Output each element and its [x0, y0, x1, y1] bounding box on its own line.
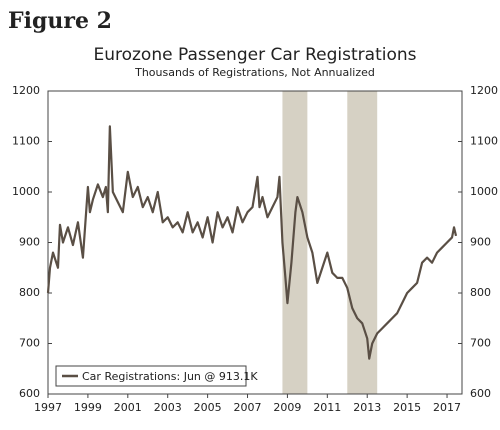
x-tick-label: 2001	[114, 401, 142, 414]
legend-label: Car Registrations: Jun @ 913.1K	[82, 370, 258, 383]
x-tick-label: 2007	[234, 401, 262, 414]
x-tick-label: 2017	[433, 401, 461, 414]
data-line	[46, 125, 458, 360]
x-tick-label: 2009	[273, 401, 301, 414]
heading: Figure 2	[8, 8, 112, 34]
y-tick-label: 1000	[12, 185, 40, 198]
y2-tick-label: 1000	[470, 185, 498, 198]
shaded-band	[282, 91, 308, 394]
y2-tick-label: 700	[470, 337, 491, 350]
x-tick-label: 2003	[154, 401, 182, 414]
y2-tick-label: 1200	[470, 84, 498, 97]
legend-box	[55, 365, 247, 387]
y2-tick-label: 800	[470, 286, 491, 299]
y-tick-label: 800	[19, 286, 40, 299]
x-tick-label: 2015	[393, 401, 421, 414]
x-tick-label: 2013	[353, 401, 381, 414]
y2-tick-label: 600	[470, 387, 491, 400]
y-tick-label: 900	[19, 236, 40, 249]
y-tick-label: 1100	[12, 135, 40, 148]
y-tick-label: 1200	[12, 84, 40, 97]
y-tick-label: 600	[19, 387, 40, 400]
y2-tick-label: 900	[470, 236, 491, 249]
shaded-band	[347, 91, 378, 394]
x-tick-label: 1997	[34, 401, 62, 414]
chart-title: Eurozone Passenger Car Registrations	[93, 45, 416, 65]
y2-tick-label: 1100	[470, 135, 498, 148]
chart-subtitle: Thousands of Registrations, Not Annualiz…	[134, 66, 375, 79]
x-tick-label: 1999	[74, 401, 102, 414]
x-tick-label: 2005	[194, 401, 222, 414]
y-tick-label: 700	[19, 337, 40, 350]
x-tick-label: 2011	[313, 401, 341, 414]
